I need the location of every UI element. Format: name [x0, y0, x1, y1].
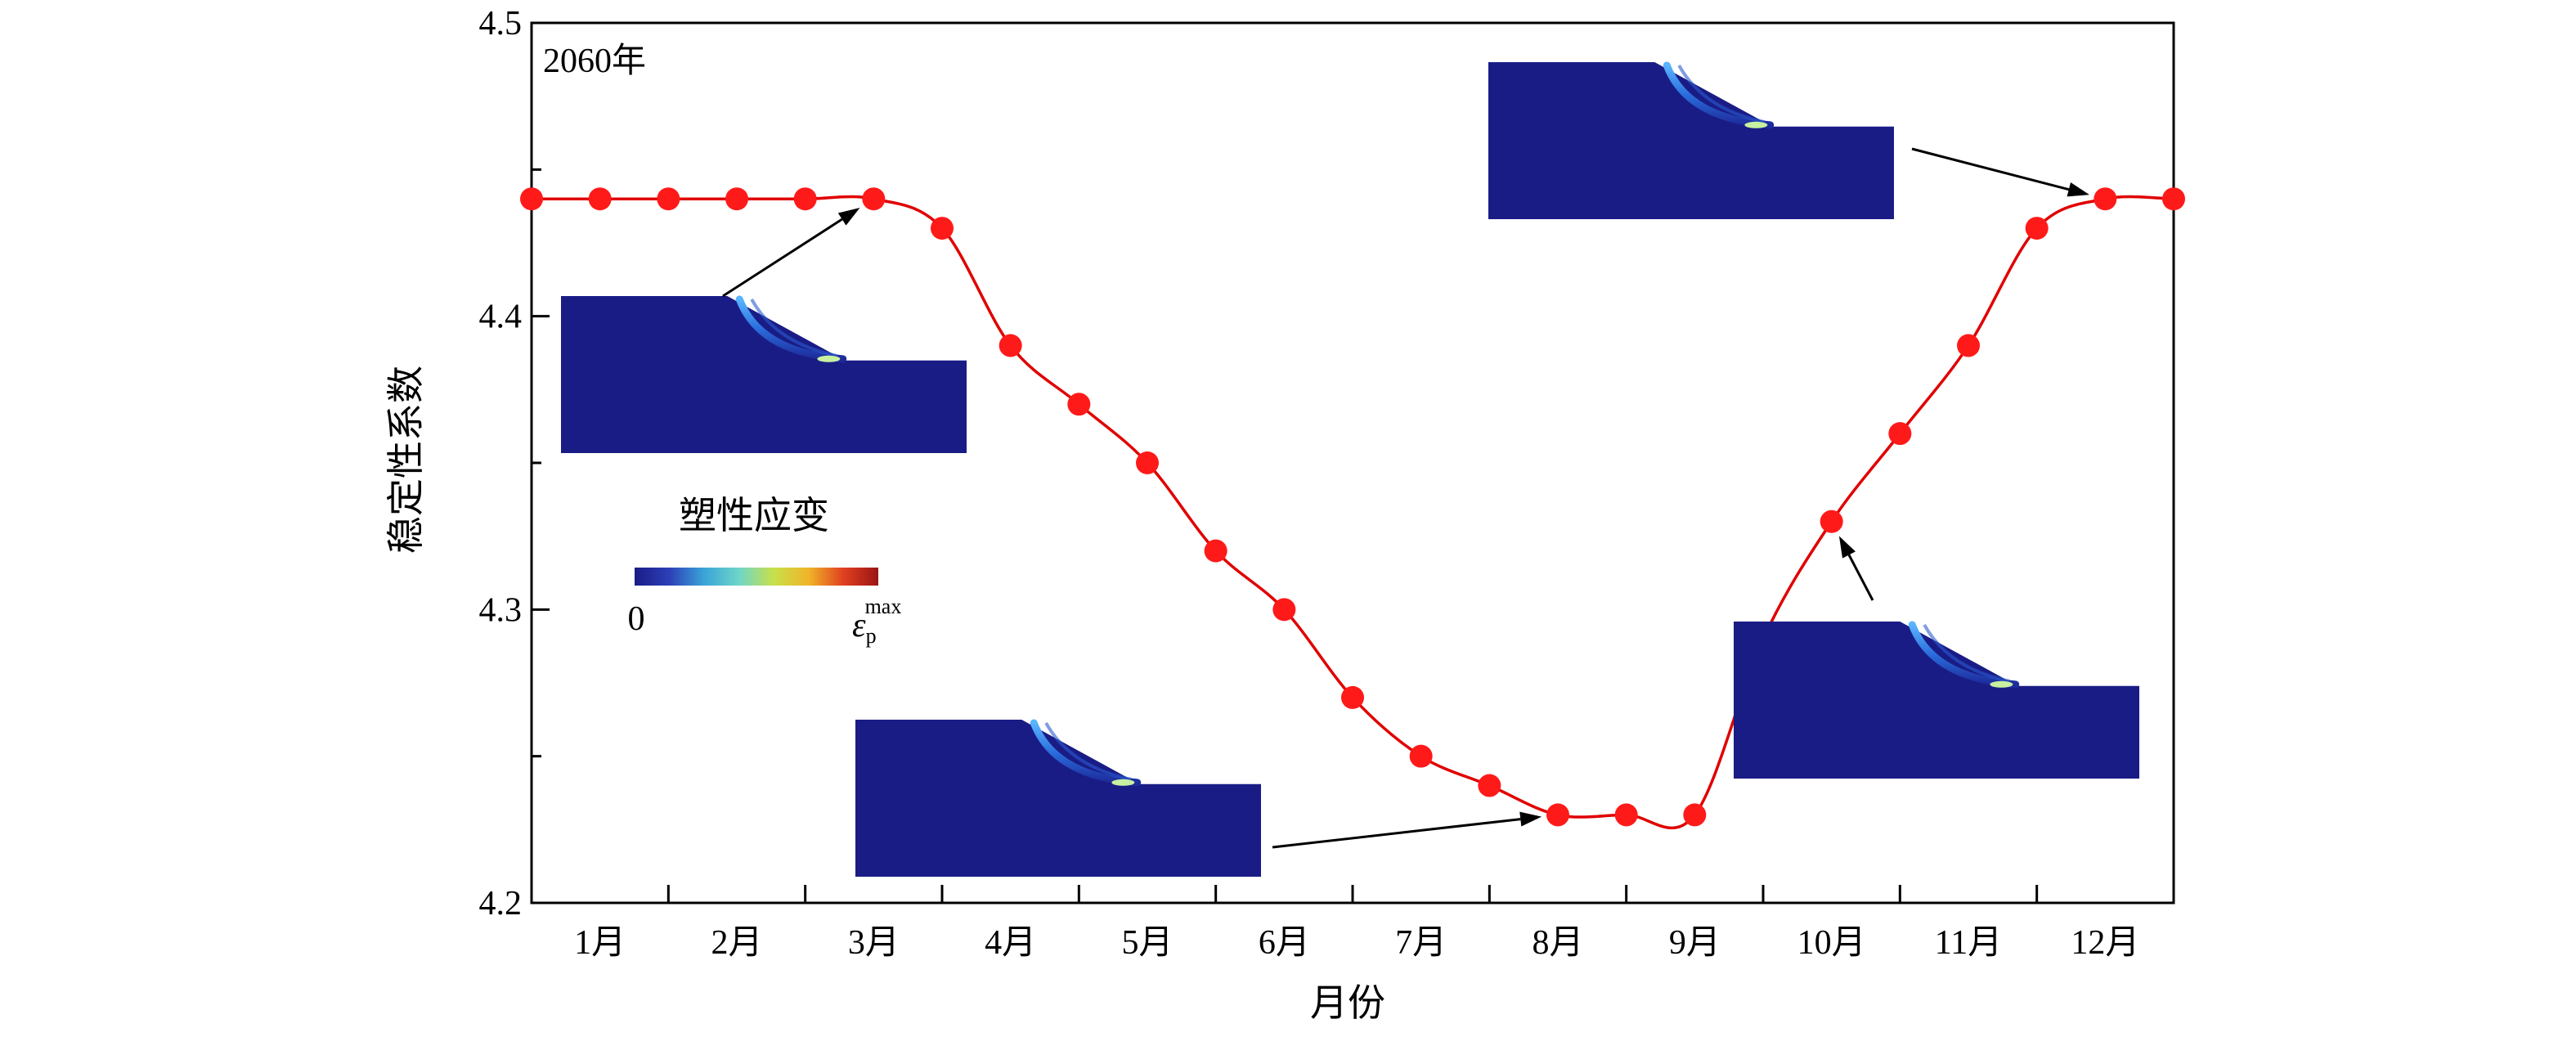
- pointer-arrow: [1911, 147, 2070, 191]
- shear-band-outer: [1677, 65, 1765, 123]
- inset-layer: [561, 61, 2139, 877]
- data-point: [1546, 803, 1569, 827]
- data-point: [2094, 187, 2117, 211]
- data-point: [1888, 422, 1912, 446]
- x-tick-label: 2月: [711, 924, 762, 962]
- data-point: [793, 187, 817, 211]
- slope-body: [1734, 622, 2139, 779]
- slope-inset: [1734, 621, 2139, 779]
- slope-body: [561, 296, 967, 453]
- x-axis-title: 月份: [1310, 982, 1385, 1024]
- colorbar-max-subscript: p: [866, 624, 877, 648]
- data-point: [725, 187, 748, 211]
- colorbar-legend: 塑性应变 0 εp max: [628, 495, 902, 648]
- x-tick-label: 8月: [1532, 924, 1583, 962]
- plastic-hotspot: [1111, 779, 1135, 786]
- data-point: [520, 187, 543, 211]
- slope-body: [1488, 62, 1894, 219]
- y-axis: 4.2 4.3 4.4 4.5: [479, 5, 550, 923]
- shear-band-outer: [750, 299, 837, 357]
- y-tick-label: 4.5: [479, 5, 523, 43]
- x-tick-label: 11月: [1935, 924, 2002, 962]
- pointer-arrow: [1272, 818, 1521, 849]
- y-tick-label: 4.4: [479, 299, 523, 336]
- colorbar-min-label: 0: [628, 600, 645, 638]
- plastic-hotspot: [817, 355, 841, 362]
- x-tick-label: 5月: [1121, 924, 1173, 962]
- pointer-arrow: [1847, 554, 1874, 601]
- x-tick-label: 7月: [1395, 924, 1447, 962]
- data-point: [2025, 217, 2049, 240]
- arrow-head: [1838, 536, 1856, 559]
- arrow-head: [2067, 182, 2089, 197]
- colorbar-max-superscript: max: [865, 595, 902, 618]
- colorbar: [635, 568, 878, 586]
- plastic-hotspot: [1744, 121, 1768, 128]
- slope-inset: [561, 295, 967, 453]
- slope-body: [855, 720, 1261, 877]
- shear-band-outer: [1923, 624, 2010, 683]
- data-point: [588, 187, 612, 211]
- pointer-arrow: [722, 218, 843, 298]
- y-tick-label: 4.2: [479, 885, 523, 923]
- data-point: [1478, 774, 1501, 797]
- arrow-head: [837, 208, 860, 226]
- data-point: [1341, 685, 1364, 709]
- data-point: [1957, 334, 1980, 357]
- arrow-head: [1519, 811, 1542, 827]
- data-point: [1204, 539, 1227, 563]
- data-point: [1409, 744, 1433, 768]
- plastic-hotspot: [1990, 680, 2013, 688]
- x-axis: 1月 2月 3月 4月 5月 6月 7月 8月 9月 10月 11月 12月: [574, 885, 2139, 962]
- shear-band-outer: [1044, 722, 1132, 781]
- data-point: [1272, 598, 1296, 622]
- slope-inset: [1488, 61, 1894, 219]
- x-tick-label: 3月: [848, 924, 900, 962]
- data-point: [657, 187, 680, 211]
- chart-annotation: 2060年: [543, 42, 646, 80]
- colorbar-max-symbol: ε: [852, 607, 866, 644]
- data-point: [931, 217, 954, 240]
- x-tick-label: 4月: [985, 924, 1036, 962]
- colorbar-title: 塑性应变: [679, 495, 829, 536]
- y-axis-title: 稳定性系数: [385, 366, 427, 554]
- data-point: [1820, 510, 1843, 533]
- x-tick-label: 6月: [1259, 924, 1310, 962]
- x-tick-label: 10月: [1797, 924, 1866, 962]
- x-tick-label: 9月: [1669, 924, 1721, 962]
- data-point: [1614, 803, 1638, 827]
- colorbar-max-label: εp max: [852, 595, 901, 648]
- x-tick-label: 12月: [2071, 924, 2139, 962]
- data-point: [1136, 451, 1159, 474]
- data-point: [862, 187, 886, 211]
- data-point: [1683, 803, 1707, 827]
- slope-inset: [855, 719, 1261, 877]
- data-point: [1067, 393, 1091, 416]
- data-point: [2162, 187, 2185, 211]
- x-tick-label: 1月: [574, 924, 626, 962]
- data-point: [999, 334, 1022, 357]
- y-tick-label: 4.3: [479, 591, 523, 629]
